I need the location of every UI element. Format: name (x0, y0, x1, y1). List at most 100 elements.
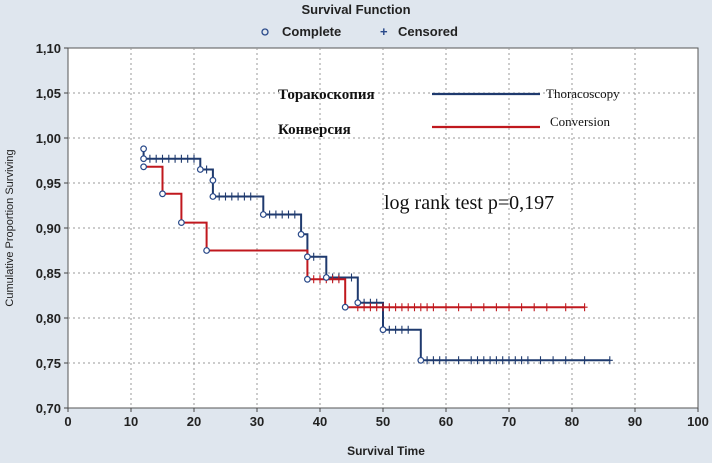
event-point-conversion (341, 303, 349, 311)
x-tick-label: 70 (502, 414, 516, 429)
legend-conversion-english: Conversion (550, 114, 610, 129)
censored-mark-thoracoscopy (436, 356, 443, 365)
censored-mark-conversion (373, 303, 380, 312)
censored-mark-conversion (392, 303, 399, 312)
series-layer (140, 145, 613, 365)
y-tick-label: 0,85 (36, 266, 61, 281)
censored-mark-conversion (443, 303, 449, 312)
censored-mark-conversion (310, 275, 317, 284)
censored-mark-thoracoscopy (159, 154, 166, 163)
censored-mark-thoracoscopy (291, 210, 298, 219)
censored-mark-conversion (543, 303, 550, 312)
censored-mark-thoracoscopy (518, 356, 525, 365)
censored-mark-thoracoscopy (550, 356, 557, 365)
y-axis-label: Cumulative Proportion Surviving (4, 149, 16, 306)
censored-mark-thoracoscopy (241, 192, 248, 201)
series-line-conversion (143, 165, 585, 309)
censored-mark-thoracoscopy (581, 356, 588, 365)
x-tick-label: 50 (376, 414, 390, 429)
censored-mark-thoracoscopy (455, 356, 462, 365)
legend-thoracoscopy-russian: Торакоскопия (278, 87, 375, 103)
censored-mark-thoracoscopy (398, 325, 405, 334)
event-point-conversion (203, 247, 211, 254)
censored-mark-thoracoscopy (512, 356, 519, 365)
censored-mark-thoracoscopy (247, 192, 254, 201)
y-tick-label: 1,05 (36, 86, 61, 101)
x-tick-label: 80 (565, 414, 579, 429)
event-point-thoracoscopy (140, 155, 148, 163)
censored-mark-thoracoscopy (392, 325, 399, 334)
censored-mark-conversion (468, 303, 475, 312)
censored-mark-conversion (581, 303, 588, 312)
event-point-thoracoscopy (322, 274, 330, 281)
x-tick-label: 0 (64, 414, 71, 429)
x-axis-label: Survival Time (347, 444, 425, 458)
censored-mark-thoracoscopy (468, 356, 475, 365)
censored-mark-thoracoscopy (184, 154, 191, 163)
censored-mark-conversion (411, 303, 418, 312)
event-point-thoracoscopy (209, 193, 217, 200)
event-point-conversion (140, 163, 148, 171)
censored-mark-thoracoscopy (562, 356, 569, 365)
legend-complete-label: Complete (282, 24, 341, 39)
censored-mark-thoracoscopy (172, 154, 179, 163)
censored-mark-thoracoscopy (487, 356, 494, 365)
censored-mark-thoracoscopy (222, 192, 229, 201)
censored-mark-thoracoscopy (493, 356, 500, 365)
x-tick-label: 100 (687, 414, 709, 429)
x-tick-label: 40 (313, 414, 327, 429)
event-point-thoracoscopy (140, 145, 148, 153)
x-tick-label: 10 (124, 414, 138, 429)
event-point-thoracoscopy (297, 230, 305, 238)
legend-thoracoscopy-english: Thoracoscopy (546, 86, 620, 101)
y-tick-label: 0,75 (36, 356, 61, 371)
censored-mark-thoracoscopy (235, 192, 242, 201)
y-tick-label: 1,10 (36, 41, 61, 56)
censored-mark-thoracoscopy (474, 356, 481, 365)
chart-title: Survival Function (301, 2, 410, 17)
censored-mark-conversion (417, 303, 424, 312)
censored-mark-thoracoscopy (506, 356, 512, 365)
legend-complete-marker (261, 28, 269, 36)
event-point-thoracoscopy (354, 299, 362, 307)
censored-mark-thoracoscopy (480, 356, 487, 365)
censored-mark-thoracoscopy (424, 356, 431, 365)
censored-mark-thoracoscopy (228, 192, 235, 201)
x-tick-label: 60 (439, 414, 453, 429)
event-point-thoracoscopy (379, 326, 387, 334)
log-rank-annotation: log rank test p=0,197 (384, 192, 554, 214)
censored-mark-thoracoscopy (272, 210, 279, 219)
censored-mark-conversion (380, 303, 386, 312)
event-point-conversion (304, 275, 311, 283)
censored-mark-thoracoscopy (430, 356, 437, 365)
censored-mark-thoracoscopy (191, 154, 197, 163)
censored-mark-thoracoscopy (348, 273, 355, 282)
censored-mark-conversion (386, 303, 393, 312)
censored-mark-conversion (335, 275, 342, 284)
event-point-conversion (159, 190, 166, 198)
event-point-thoracoscopy (259, 211, 267, 218)
censored-mark-conversion (493, 303, 500, 312)
censored-mark-thoracoscopy (153, 154, 160, 163)
event-point-thoracoscopy (196, 166, 204, 173)
censored-mark-conversion (424, 303, 431, 312)
event-point-conversion (177, 219, 185, 227)
event-point-thoracoscopy (417, 356, 425, 364)
censored-mark-thoracoscopy (285, 210, 292, 219)
censored-mark-thoracoscopy (165, 154, 172, 163)
censored-mark-thoracoscopy (178, 154, 185, 163)
censored-mark-conversion (430, 303, 437, 312)
censored-mark-thoracoscopy (405, 325, 412, 334)
legend-censored-label: Censored (398, 24, 458, 39)
censored-mark-thoracoscopy (310, 252, 317, 261)
censored-mark-conversion (455, 303, 462, 312)
censored-mark-thoracoscopy (386, 325, 393, 334)
y-tick-label: 0,95 (36, 176, 61, 191)
censored-mark-thoracoscopy (524, 356, 531, 365)
censored-mark-conversion (329, 275, 336, 284)
censored-mark-thoracoscopy (537, 356, 544, 365)
censored-mark-conversion (405, 303, 412, 312)
censored-mark-conversion (398, 303, 405, 312)
